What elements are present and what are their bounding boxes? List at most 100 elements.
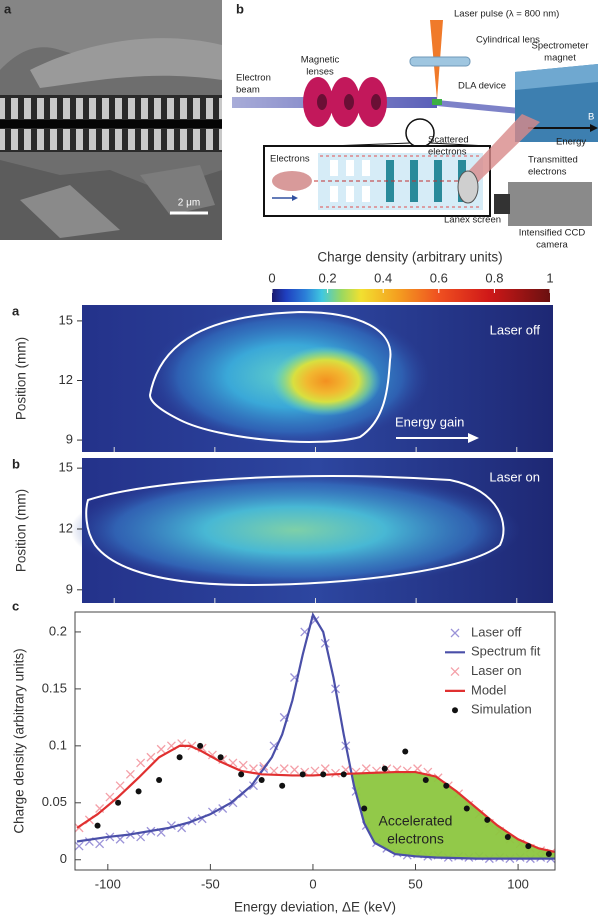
simulation-point — [402, 748, 409, 755]
label: Laser pulse (λ = 800 nm) — [454, 9, 559, 20]
colorbar-tick-label: 0.8 — [485, 270, 503, 285]
label: Energy — [556, 137, 586, 148]
annotation: Accelerated — [379, 813, 453, 829]
x-tick-label: -100 — [95, 876, 121, 891]
y-tick-label: 0.1 — [49, 737, 67, 752]
series-line — [76, 612, 555, 860]
label: lenses — [306, 67, 334, 78]
simulation-point — [443, 782, 450, 789]
simulation-point — [484, 816, 491, 823]
annotation: Laser on — [489, 469, 540, 484]
simulation-point — [299, 771, 306, 778]
heatmap-image: Laser on — [70, 458, 553, 603]
simulation-point — [217, 754, 224, 761]
scale-bar-label: 2 μm — [178, 198, 200, 209]
label: Scattered — [428, 135, 469, 146]
scatter-point — [279, 764, 289, 774]
scatter-point — [75, 841, 84, 851]
scatter-point — [146, 752, 156, 762]
legend-label: Simulation — [471, 702, 532, 717]
colorbar — [272, 289, 550, 302]
simulation-point — [279, 782, 286, 789]
plot-frame — [74, 611, 556, 871]
x-tick-label: 100 — [507, 876, 529, 891]
y-axis-label: Position (mm) — [14, 489, 29, 572]
label: Cylindrical lens — [476, 35, 540, 46]
legend-marker — [450, 628, 460, 638]
panel-label: c — [12, 598, 19, 613]
accelerated-region — [351, 772, 555, 859]
y-tick-label: 0.15 — [42, 680, 67, 695]
colorbar-tick-label: 0.2 — [319, 270, 337, 285]
x-axis-label: Energy deviation, ΔE (keV) — [234, 900, 396, 915]
label: Magnetic — [301, 55, 340, 66]
label: electrons — [528, 167, 567, 178]
annotation: Laser off — [490, 322, 541, 337]
y-axis-label: Charge density (arbitrary units) — [12, 648, 27, 833]
label: beam — [236, 85, 260, 96]
scatter-point — [320, 764, 330, 774]
label: electrons — [428, 147, 467, 158]
label: magnet — [544, 53, 576, 64]
scatter-point — [156, 744, 166, 754]
y-tick-label: 0.05 — [42, 794, 67, 809]
legend-marker — [452, 707, 458, 714]
simulation-point — [115, 799, 122, 806]
label: camera — [536, 240, 568, 251]
scatter-point — [105, 792, 115, 802]
label: Transmitted — [528, 155, 578, 166]
simulation-point — [94, 822, 101, 829]
scatter-point — [136, 832, 146, 842]
label: B — [588, 112, 594, 123]
y-axis-label: Position (mm) — [14, 337, 29, 420]
y-tick-label: 9 — [66, 581, 73, 596]
y-tick-label: 0.2 — [49, 623, 67, 638]
simulation-point — [361, 805, 368, 812]
scatter-point — [249, 764, 258, 774]
label: Lanex screen — [444, 215, 501, 226]
label: DLA device — [458, 81, 506, 92]
y-tick-label: 12 — [59, 520, 73, 535]
annotation: Energy gain — [395, 414, 464, 429]
y-tick-label: 0 — [60, 851, 67, 866]
simulation-point — [504, 833, 511, 840]
panel-label: b — [236, 1, 244, 16]
y-tick-label: 9 — [66, 432, 73, 447]
panel-label: b — [12, 456, 20, 471]
simulation-point — [340, 771, 347, 778]
colorbar-label: Charge density (arbitrary units) — [317, 250, 502, 265]
colorbar-tick-label: 0 — [268, 270, 275, 285]
colorbar-tick-label: 1 — [546, 270, 553, 285]
label: Spectrometer — [531, 41, 588, 52]
x-tick-label: 0 — [309, 876, 316, 891]
legend-marker — [450, 667, 460, 677]
simulation-point — [176, 754, 183, 761]
simulation-point — [238, 771, 245, 778]
annotation: electrons — [387, 831, 444, 847]
panel-label: a — [4, 1, 12, 16]
simulation-point — [463, 805, 470, 812]
heatmap-image: Laser off Energy gain — [82, 305, 553, 452]
simulation-point — [320, 771, 327, 778]
scatter-point — [136, 758, 146, 768]
scatter-point — [269, 766, 279, 776]
scatter-point — [310, 766, 320, 776]
scatter-point — [238, 760, 248, 770]
y-tick-label: 15 — [59, 460, 73, 475]
legend-label: Model — [471, 682, 507, 697]
y-tick-label: 15 — [59, 312, 73, 327]
scatter-point — [125, 769, 135, 779]
simulation-point — [545, 851, 552, 858]
simulation-point — [422, 777, 429, 784]
scatter-point — [361, 764, 371, 774]
scatter-point — [290, 765, 299, 775]
plot-area — [75, 612, 555, 864]
panel-label: a — [12, 303, 20, 318]
colorbar-tick-label: 0.6 — [430, 270, 448, 285]
x-tick-label: 50 — [408, 876, 422, 891]
simulation-point — [156, 777, 163, 784]
label: Electrons — [270, 154, 310, 165]
legend-label: Laser on — [471, 663, 522, 678]
legend-label: Laser off — [471, 624, 522, 639]
